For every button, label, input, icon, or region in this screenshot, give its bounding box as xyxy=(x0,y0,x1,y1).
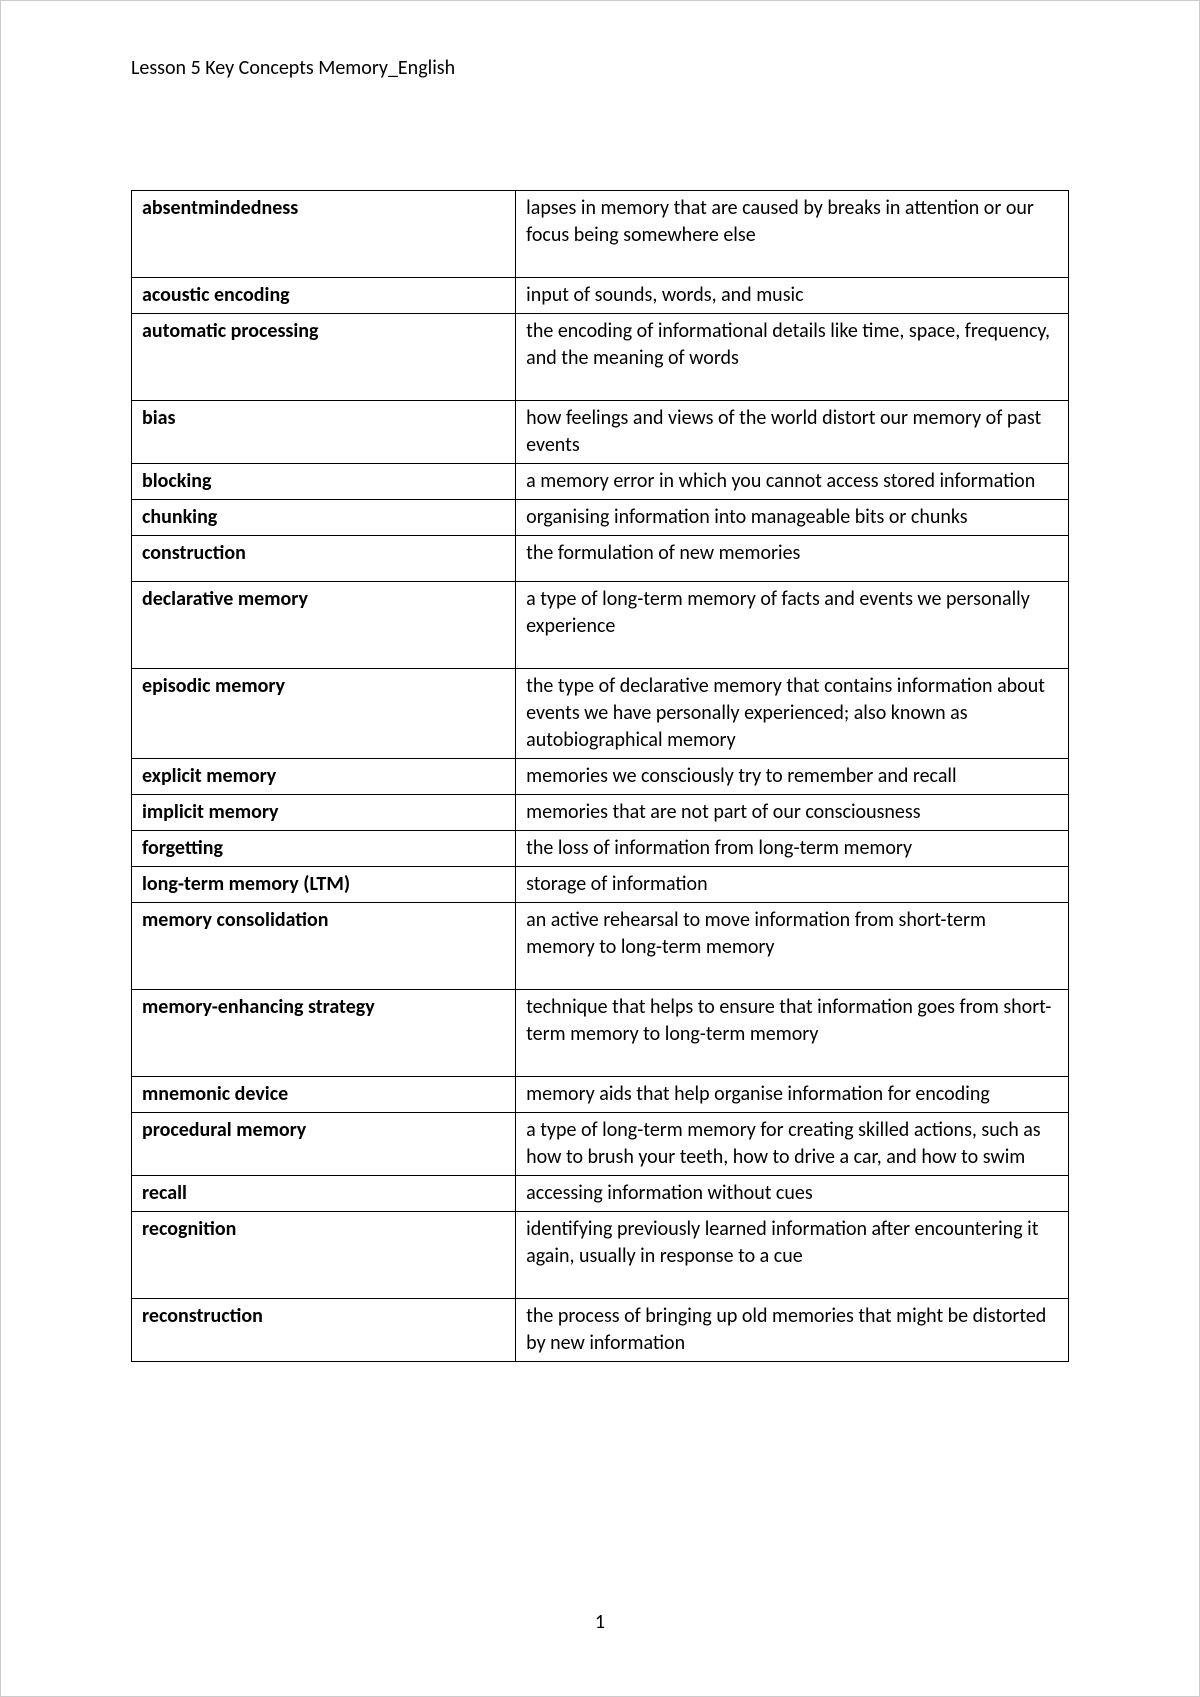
glossary-term: acoustic encoding xyxy=(132,278,516,314)
table-row: forgettingthe loss of information from l… xyxy=(132,831,1069,867)
page-title: Lesson 5 Key Concepts Memory_English xyxy=(131,56,1129,80)
glossary-definition: a type of long-term memory for creating … xyxy=(516,1113,1069,1176)
table-row: episodic memorythe type of declarative m… xyxy=(132,669,1069,759)
table-row: blockinga memory error in which you cann… xyxy=(132,464,1069,500)
table-row: long-term memory (LTM)storage of informa… xyxy=(132,867,1069,903)
glossary-definition: memory aids that help organise informati… xyxy=(516,1077,1069,1113)
glossary-definition: the loss of information from long-term m… xyxy=(516,831,1069,867)
glossary-term: explicit memory xyxy=(132,759,516,795)
glossary-definition: the process of bringing up old memories … xyxy=(516,1299,1069,1362)
table-row: absentmindednesslapses in memory that ar… xyxy=(132,191,1069,278)
table-row: memory consolidationan active rehearsal … xyxy=(132,903,1069,990)
glossary-definition: organising information into manageable b… xyxy=(516,500,1069,536)
table-row: memory-enhancing strategytechnique that … xyxy=(132,990,1069,1077)
table-row: recallaccessing information without cues xyxy=(132,1176,1069,1212)
page-number: 1 xyxy=(1,1610,1199,1634)
table-row: mnemonic devicememory aids that help org… xyxy=(132,1077,1069,1113)
glossary-term: reconstruction xyxy=(132,1299,516,1362)
glossary-term: episodic memory xyxy=(132,669,516,759)
glossary-term: memory consolidation xyxy=(132,903,516,990)
table-row: reconstructionthe process of bringing up… xyxy=(132,1299,1069,1362)
glossary-definition: identifying previously learned informati… xyxy=(516,1212,1069,1299)
glossary-definition: a type of long-term memory of facts and … xyxy=(516,582,1069,669)
glossary-term: recognition xyxy=(132,1212,516,1299)
glossary-term: automatic processing xyxy=(132,314,516,401)
glossary-table-wrap: absentmindednesslapses in memory that ar… xyxy=(131,190,1069,1362)
glossary-definition: the formulation of new memories xyxy=(516,536,1069,582)
glossary-definition: storage of information xyxy=(516,867,1069,903)
glossary-term: implicit memory xyxy=(132,795,516,831)
glossary-term: absentmindedness xyxy=(132,191,516,278)
table-row: recognitionidentifying previously learne… xyxy=(132,1212,1069,1299)
glossary-term: procedural memory xyxy=(132,1113,516,1176)
glossary-term: long-term memory (LTM) xyxy=(132,867,516,903)
table-row: constructionthe formulation of new memor… xyxy=(132,536,1069,582)
glossary-definition: memories that are not part of our consci… xyxy=(516,795,1069,831)
table-row: declarative memorya type of long-term me… xyxy=(132,582,1069,669)
table-row: biashow feelings and views of the world … xyxy=(132,401,1069,464)
glossary-term: chunking xyxy=(132,500,516,536)
glossary-definition: input of sounds, words, and music xyxy=(516,278,1069,314)
glossary-term: mnemonic device xyxy=(132,1077,516,1113)
glossary-definition: the type of declarative memory that cont… xyxy=(516,669,1069,759)
table-row: acoustic encodinginput of sounds, words,… xyxy=(132,278,1069,314)
glossary-term: bias xyxy=(132,401,516,464)
glossary-definition: memories we consciously try to remember … xyxy=(516,759,1069,795)
glossary-definition: a memory error in which you cannot acces… xyxy=(516,464,1069,500)
table-row: chunkingorganising information into mana… xyxy=(132,500,1069,536)
glossary-definition: the encoding of informational details li… xyxy=(516,314,1069,401)
table-row: automatic processingthe encoding of info… xyxy=(132,314,1069,401)
glossary-term: declarative memory xyxy=(132,582,516,669)
document-page: Lesson 5 Key Concepts Memory_English abs… xyxy=(0,0,1200,1697)
glossary-definition: how feelings and views of the world dist… xyxy=(516,401,1069,464)
glossary-definition: an active rehearsal to move information … xyxy=(516,903,1069,990)
glossary-term: blocking xyxy=(132,464,516,500)
glossary-definition: technique that helps to ensure that info… xyxy=(516,990,1069,1077)
glossary-definition: lapses in memory that are caused by brea… xyxy=(516,191,1069,278)
glossary-definition: accessing information without cues xyxy=(516,1176,1069,1212)
table-row: implicit memorymemories that are not par… xyxy=(132,795,1069,831)
glossary-term: construction xyxy=(132,536,516,582)
glossary-term: memory-enhancing strategy xyxy=(132,990,516,1077)
table-row: explicit memorymemories we consciously t… xyxy=(132,759,1069,795)
glossary-table: absentmindednesslapses in memory that ar… xyxy=(131,190,1069,1362)
glossary-term: forgetting xyxy=(132,831,516,867)
glossary-term: recall xyxy=(132,1176,516,1212)
table-row: procedural memorya type of long-term mem… xyxy=(132,1113,1069,1176)
